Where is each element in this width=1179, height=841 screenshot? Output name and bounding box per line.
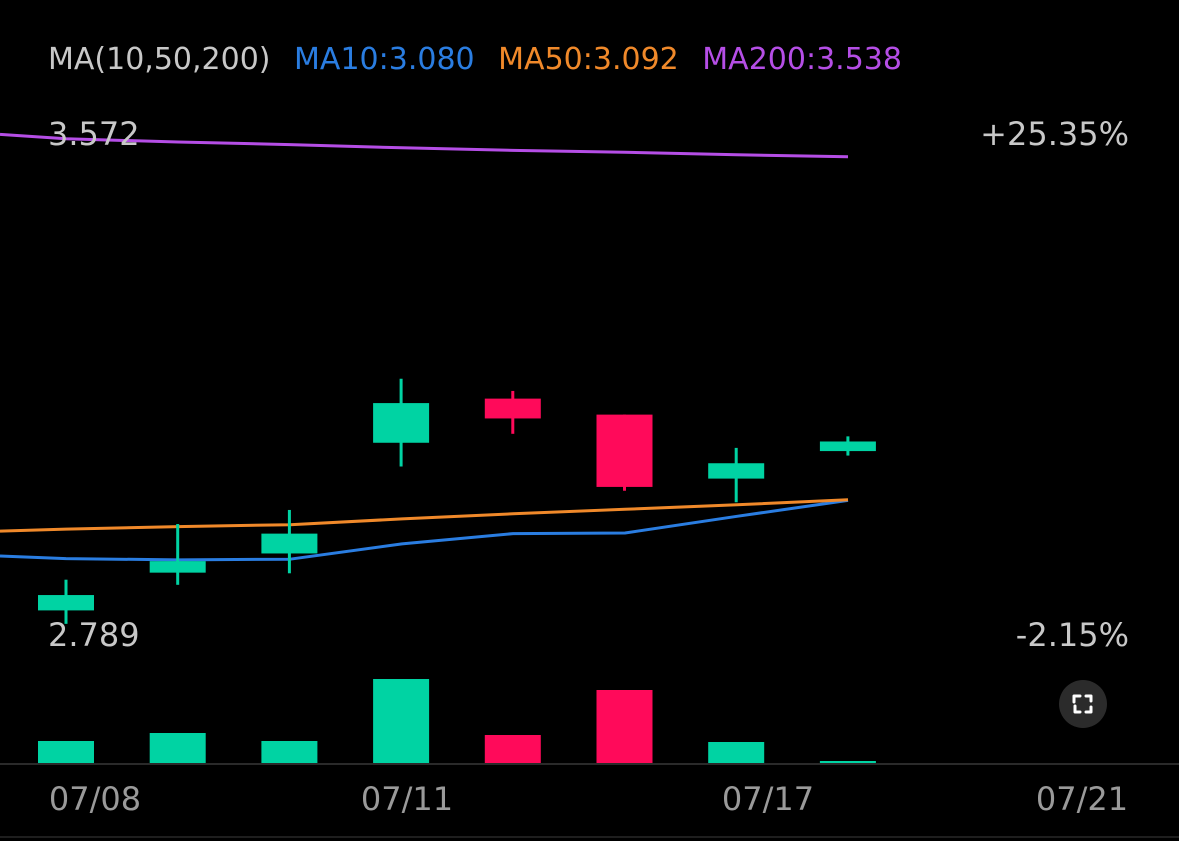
volume-bar (373, 679, 430, 763)
x-tick-label: 07/21 (1035, 780, 1129, 818)
volume-bars (38, 679, 876, 763)
candles (38, 378, 876, 624)
ma200-legend: MA200:3.538 (702, 42, 902, 77)
pct-high-label: +25.35% (980, 115, 1129, 153)
ma200-line (0, 132, 849, 159)
volume-bar (149, 733, 206, 763)
expand-button[interactable] (1059, 680, 1107, 728)
candle-body (484, 398, 541, 419)
candle-body (373, 403, 430, 443)
pct-low-label: -2.15% (1015, 616, 1129, 654)
ma50-legend: MA50:3.092 (498, 42, 679, 77)
x-tick-label: 07/08 (48, 780, 142, 818)
ma10-legend: MA10:3.080 (294, 42, 475, 77)
candle-body (819, 441, 876, 452)
moving-average-lines (0, 132, 849, 562)
ma-legend: MA(10,50,200) MA10:3.080 MA50:3.092 MA20… (48, 42, 916, 77)
ma-legend-title: MA(10,50,200) (48, 42, 271, 77)
candle-body (261, 533, 318, 554)
volume-bar (484, 735, 541, 763)
candle-body (149, 561, 206, 573)
volume-bar (596, 690, 653, 763)
candle-body (38, 595, 94, 611)
volume-bar (38, 741, 94, 763)
volume-bar (261, 741, 318, 763)
ma50-line (0, 498, 849, 533)
price-low-label: 2.789 (48, 616, 140, 654)
candle-body (596, 414, 653, 487)
candle-body (708, 463, 765, 479)
x-tick-label: 07/17 (721, 780, 815, 818)
price-high-label: 3.572 (48, 115, 140, 153)
x-tick-label: 07/11 (360, 780, 454, 818)
volume-bar (708, 742, 765, 763)
volume-bar (819, 761, 876, 763)
expand-icon (1072, 694, 1093, 714)
ma10-line (0, 498, 849, 562)
